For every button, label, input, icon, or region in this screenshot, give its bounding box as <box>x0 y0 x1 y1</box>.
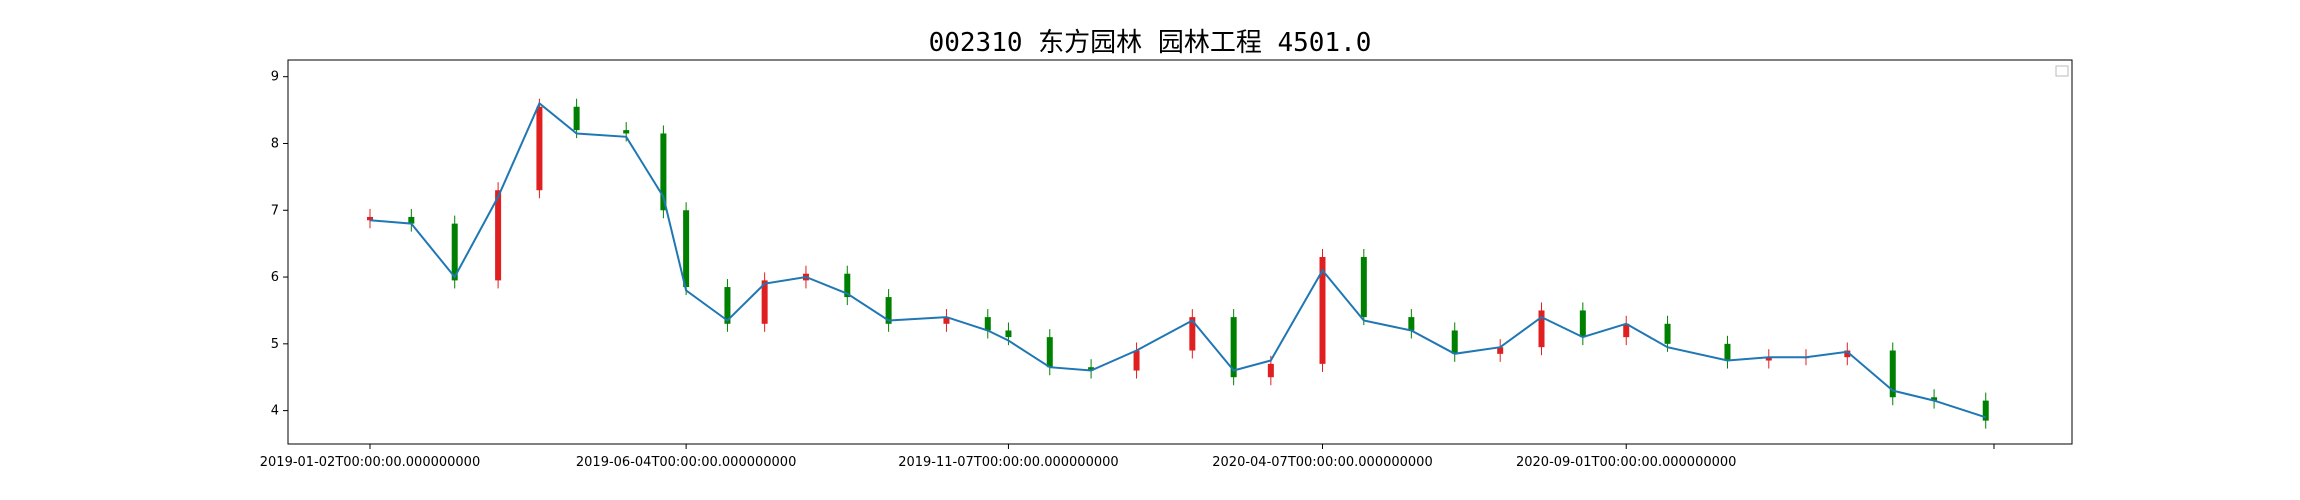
candle-body <box>1230 317 1237 378</box>
candle-body <box>885 297 892 324</box>
axes: 4 5 6 7 8 9 2019-01-02T00:00:00.000000000 2019-… <box>260 59 2073 470</box>
candle-body <box>1765 357 1772 361</box>
candle-body <box>1844 350 1851 358</box>
candle-body <box>1451 330 1458 354</box>
x-tick-label: 2019-11-07T00:00:00.000000000 <box>898 455 1118 470</box>
candle-body <box>1319 257 1326 364</box>
candle-body <box>761 280 768 324</box>
candle-body <box>1497 347 1504 354</box>
candle-body <box>943 317 950 324</box>
y-tick-label: 4 <box>271 404 279 419</box>
candle-body <box>1360 257 1367 318</box>
candles <box>367 98 1989 429</box>
candle-body <box>1579 310 1586 338</box>
ma-line-layer <box>369 101 1987 419</box>
candle-body <box>1046 337 1053 368</box>
ma-line <box>369 101 1987 419</box>
legend-box <box>2055 65 2069 77</box>
x-tick-label: 2020-04-07T00:00:00.000000000 <box>1212 455 1432 470</box>
candle-body <box>1538 310 1545 348</box>
candle-body <box>660 133 667 211</box>
y-tick-label: 9 <box>271 70 279 85</box>
chart-title: 002310 东方园林 园林工程 4501.0 <box>928 28 1372 58</box>
candle-body <box>536 106 543 191</box>
candle-body <box>844 273 851 298</box>
candle-body <box>451 223 458 281</box>
candle-body <box>1005 330 1012 338</box>
candle-body <box>1982 400 1989 421</box>
candle-body <box>1408 317 1415 331</box>
y-tick-label: 5 <box>271 337 279 352</box>
candle-body <box>1088 367 1095 371</box>
y-tick-label: 6 <box>271 270 279 285</box>
candle-body <box>623 130 630 134</box>
candle-body <box>1931 397 1938 401</box>
y-tick-label: 7 <box>271 203 279 218</box>
candle-body <box>573 106 580 131</box>
x-tick-label: 2019-06-04T00:00:00.000000000 <box>576 455 796 470</box>
x-tick-label: 2020-09-01T00:00:00.000000000 <box>1516 455 1736 470</box>
candle-body <box>408 216 415 224</box>
candle-body <box>724 287 731 324</box>
candle-body <box>1267 363 1274 378</box>
candle-body <box>1623 323 1630 338</box>
plot-frame <box>287 59 2073 445</box>
candle-body <box>367 216 373 221</box>
candle-body <box>1133 350 1140 371</box>
x-tick-label: 2019-01-02T00:00:00.000000000 <box>260 455 480 470</box>
candle-body <box>1189 317 1196 351</box>
candle-body <box>495 190 502 281</box>
y-tick-label: 8 <box>271 136 279 151</box>
candle-body <box>1664 323 1671 344</box>
candle-body <box>1724 343 1731 361</box>
candle-body <box>683 210 690 288</box>
candle-body <box>1889 350 1896 398</box>
candle-body <box>984 317 991 331</box>
